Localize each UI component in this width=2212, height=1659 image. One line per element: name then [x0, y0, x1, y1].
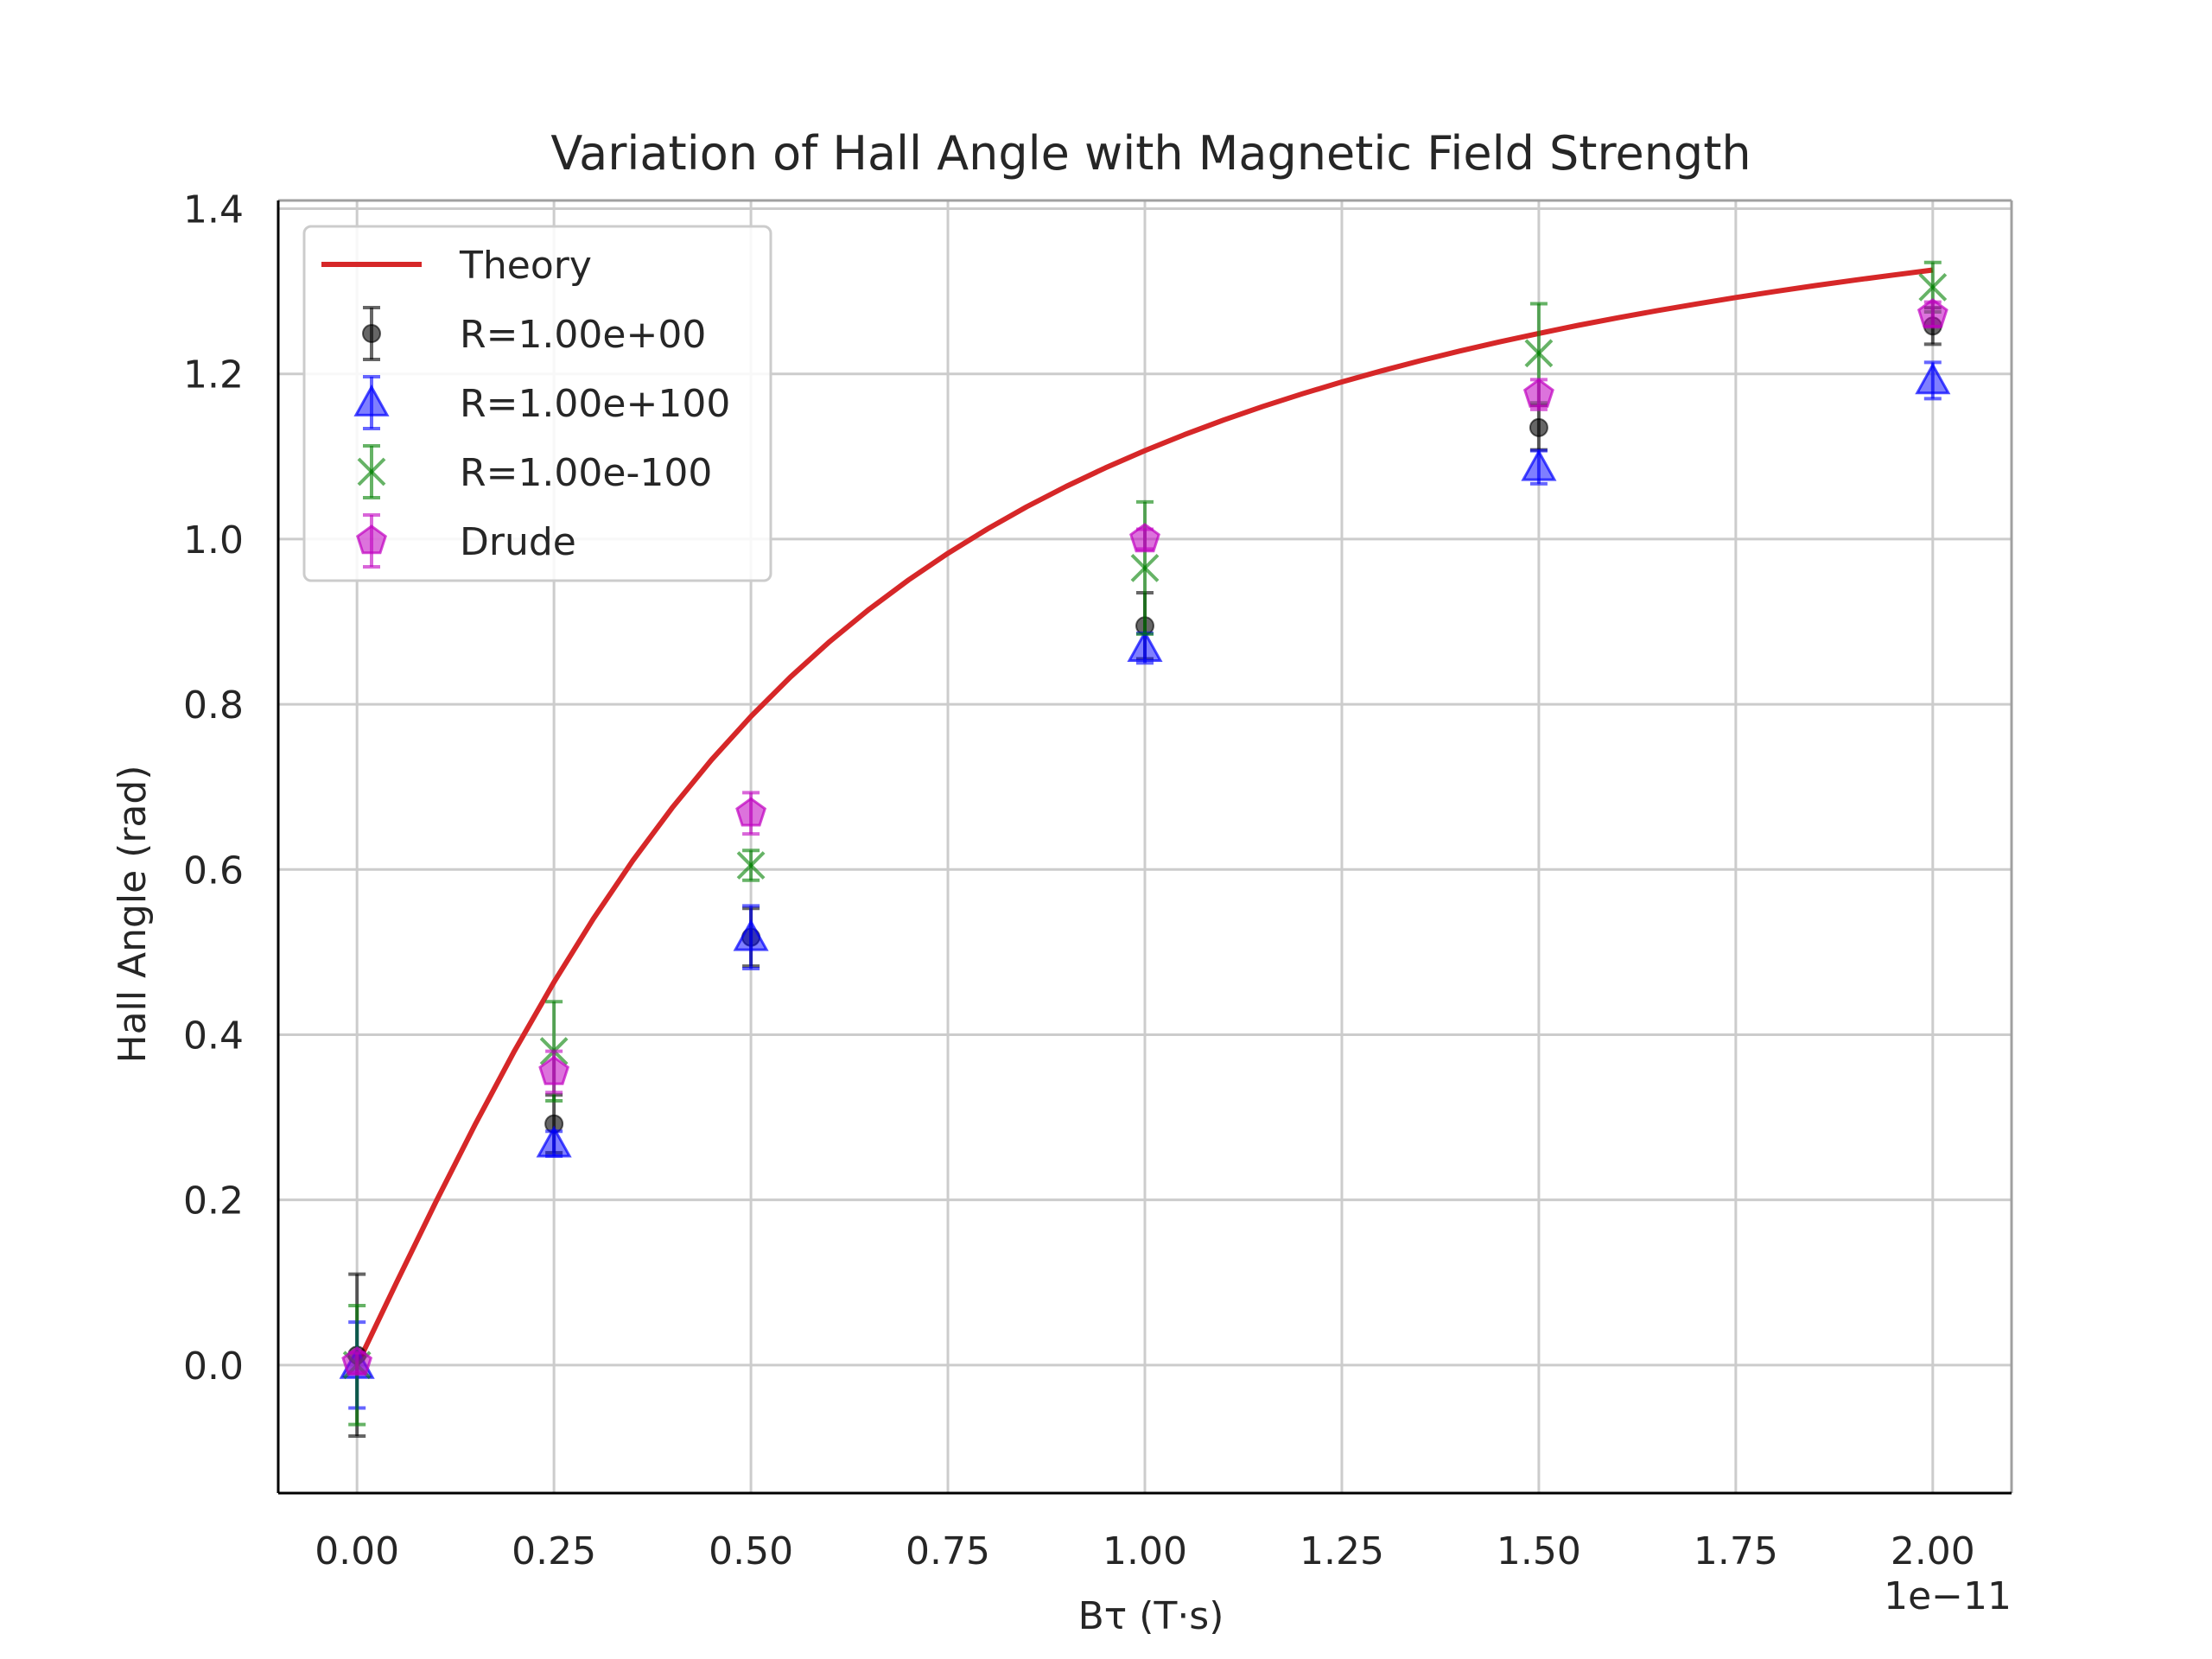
legend-box [302, 225, 772, 582]
theory-line [354, 267, 1934, 1367]
y-tick-label: 0.6 [183, 849, 244, 893]
legend-label: Theory [459, 244, 592, 288]
data-point [1915, 362, 1951, 395]
data-point [1524, 339, 1554, 368]
theory-layer [354, 267, 1934, 1367]
legend: Theory R=1.00e+00 R=1.00e+100 R=1.00e-100 Dr… [302, 225, 772, 582]
legend-marker [357, 457, 386, 486]
x-tick-label: 2.00 [1891, 1529, 1975, 1573]
x-tick-label: 1.00 [1103, 1529, 1187, 1573]
x-axis-offset-text: 1e−11 [1884, 1574, 2012, 1618]
y-tick-label: 1.2 [183, 353, 244, 397]
data-point [1916, 298, 1948, 328]
data-point [1127, 630, 1163, 663]
data-point [1529, 417, 1548, 437]
y-tick-label: 0.2 [183, 1179, 244, 1224]
chart-title: Variation of Hall Angle with Magnetic Fi… [550, 126, 1751, 181]
data-point [1918, 272, 1948, 302]
data-point [735, 797, 767, 827]
data-point [536, 1125, 572, 1158]
x-tick-label: 0.25 [512, 1529, 596, 1573]
legend-marker [362, 324, 381, 343]
legend-label: Drude [460, 520, 576, 564]
y-tick-label: 0.0 [183, 1344, 244, 1389]
x-tick-label: 0.00 [315, 1529, 399, 1573]
data-point [736, 851, 766, 880]
y-tick-label: 0.4 [183, 1014, 244, 1058]
legend-label: R=1.00e-100 [460, 451, 712, 495]
x-marker-stroke [736, 851, 766, 880]
axes-layer [276, 199, 2013, 1495]
y-tick-label: 1.4 [183, 188, 244, 232]
legend-marker [353, 384, 390, 416]
x-axis-label: Bτ (T·s) [1078, 1594, 1224, 1638]
x-tick-label: 1.25 [1300, 1529, 1384, 1573]
data-point [733, 918, 769, 951]
y-axis-label: Hall Angle (rad) [111, 766, 155, 1064]
data-layer [339, 260, 1951, 1439]
ticks-layer: 0.00 0.25 0.50 0.75 1.00 1.25 1.50 1.75 2.00 0.0 0… [183, 188, 1975, 1573]
x-marker-stroke [1918, 272, 1948, 302]
data-point [538, 1055, 570, 1085]
data-point [1130, 553, 1160, 582]
y-tick-label: 0.8 [183, 683, 244, 728]
legend-marker [356, 524, 387, 555]
legend-label: R=1.00e+100 [460, 382, 730, 426]
series-pentagon [341, 298, 1948, 1376]
x-marker-stroke [1524, 339, 1554, 368]
x-tick-label: 0.75 [906, 1529, 990, 1573]
data-point [1521, 448, 1557, 481]
data-point [1129, 523, 1160, 553]
x-tick-label: 1.50 [1497, 1529, 1581, 1573]
data-point [341, 1346, 373, 1376]
x-tick-label: 0.50 [709, 1529, 793, 1573]
x-marker-stroke [357, 457, 386, 486]
y-tick-label: 1.0 [183, 518, 244, 563]
x-tick-label: 1.75 [1694, 1529, 1778, 1573]
x-marker-stroke [1130, 553, 1160, 582]
legend-label: R=1.00e+00 [460, 313, 706, 357]
data-point [1522, 378, 1554, 408]
